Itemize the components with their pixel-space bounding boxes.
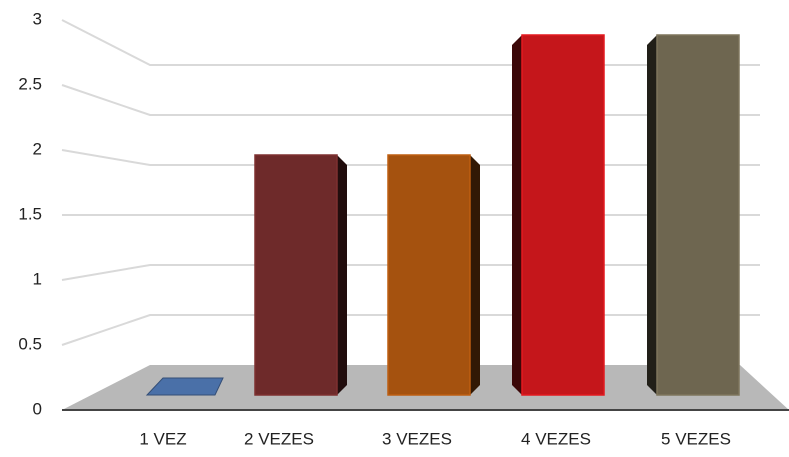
bar <box>387 154 471 396</box>
bar <box>254 154 338 396</box>
x-tick-label: 3 VEZES <box>382 429 452 448</box>
y-tick-label: 0 <box>33 399 42 418</box>
bar <box>521 34 605 396</box>
bar <box>145 377 224 396</box>
bar-side <box>512 35 522 395</box>
bar-side <box>337 155 347 395</box>
x-tick-label: 2 VEZES <box>244 429 314 448</box>
bar-side <box>647 35 657 395</box>
y-tick-label: 1.5 <box>18 204 42 223</box>
bar-side <box>470 155 480 395</box>
y-tick-label: 2 <box>33 139 42 158</box>
x-tick-label: 5 VEZES <box>661 429 731 448</box>
y-tick-label: 3 <box>33 9 42 28</box>
x-tick-label: 1 VEZ <box>139 429 186 448</box>
x-tick-label: 4 VEZES <box>521 429 591 448</box>
y-tick-label: 0.5 <box>18 334 42 353</box>
y-tick-label: 2.5 <box>18 74 42 93</box>
y-tick-label: 1 <box>33 269 42 288</box>
bar <box>656 34 740 396</box>
